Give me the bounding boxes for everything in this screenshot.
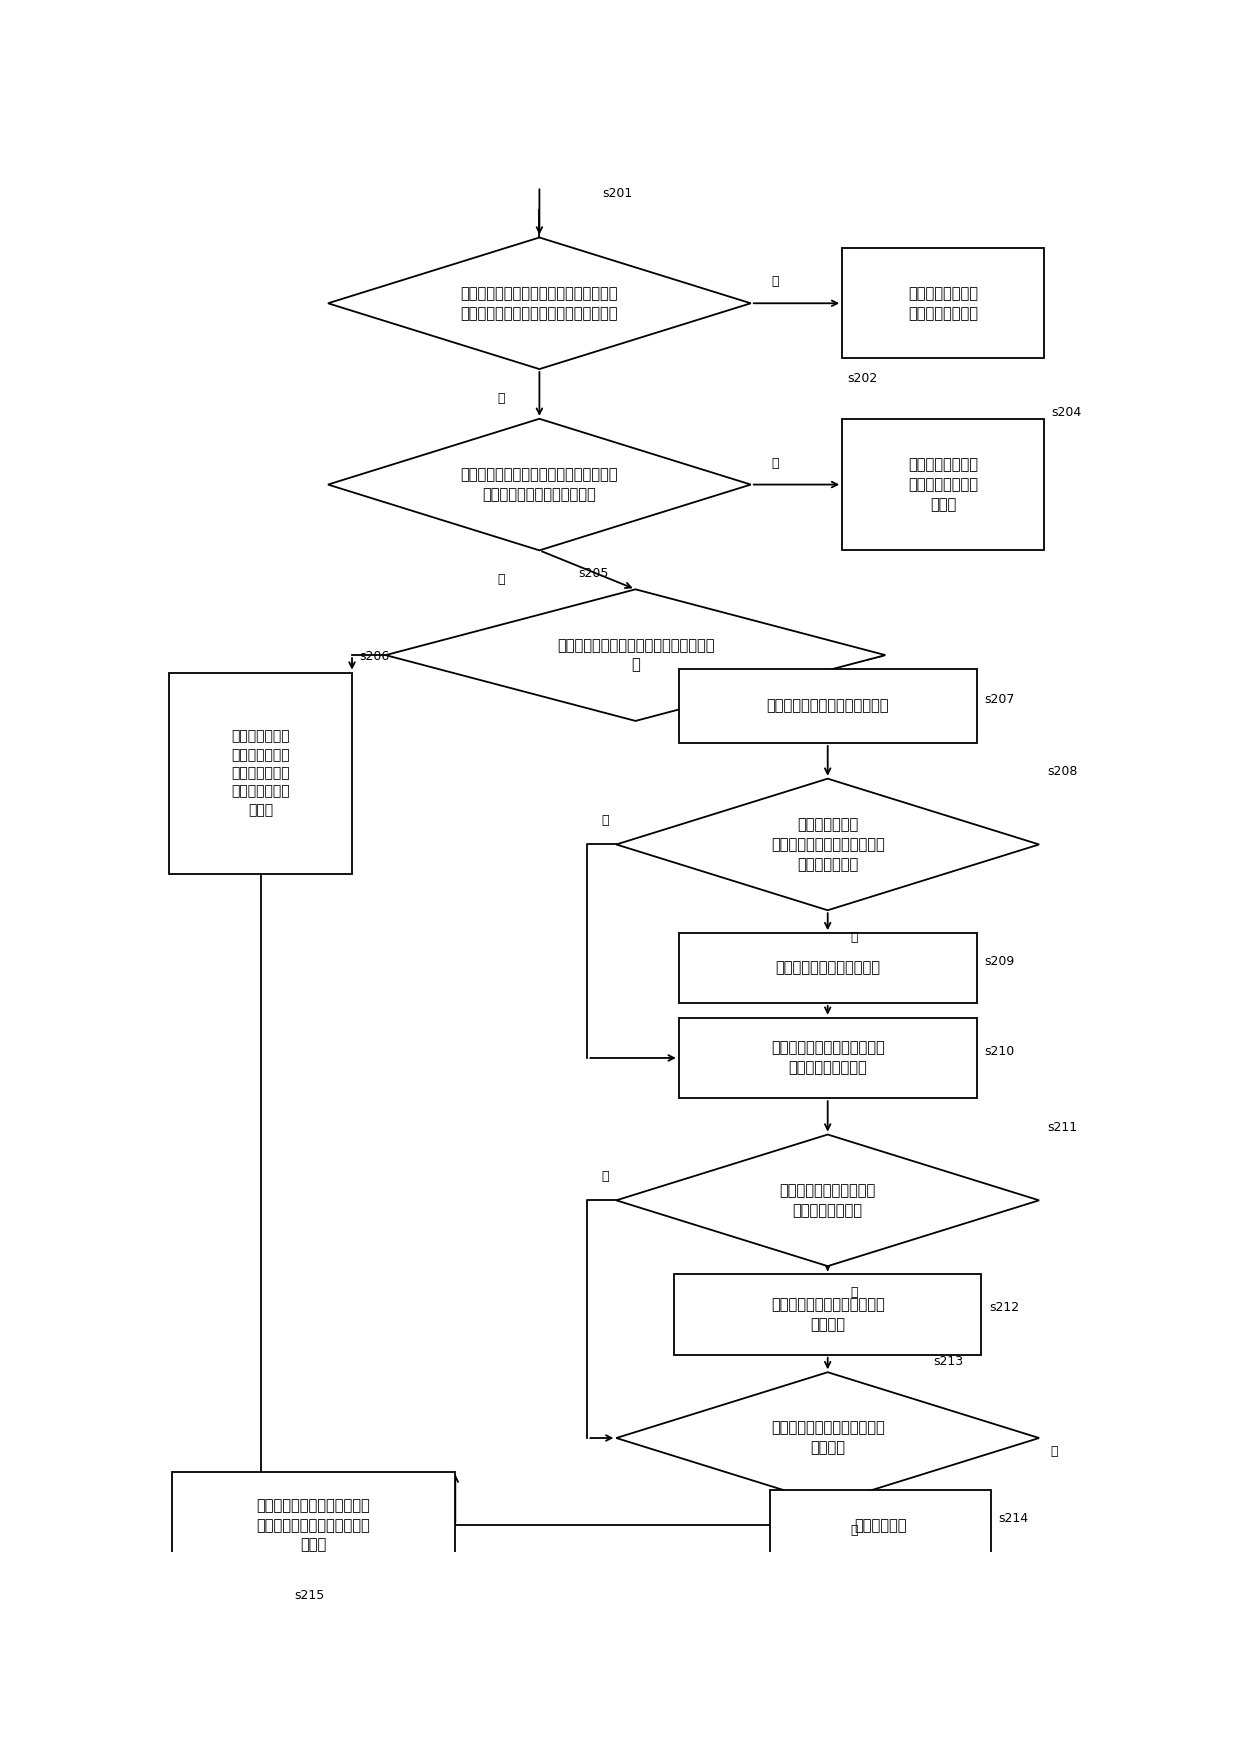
- Text: 否: 否: [601, 1170, 609, 1182]
- Text: 根据租车的时间、用电量以及
相应罚金、救援费用确定租车
的费用: 根据租车的时间、用电量以及 相应罚金、救援费用确定租车 的费用: [257, 1498, 371, 1552]
- Text: 检测当前归还车辆是否产生过
救援费用: 检测当前归还车辆是否产生过 救援费用: [771, 1298, 884, 1332]
- Text: 否: 否: [497, 392, 505, 405]
- Text: 检测当前归还车辆是否产生过
救援费用: 检测当前归还车辆是否产生过 救援费用: [771, 1421, 884, 1456]
- Bar: [770, 1491, 991, 1561]
- Bar: [170, 673, 352, 874]
- Bar: [842, 248, 1044, 358]
- Text: s207: s207: [985, 692, 1014, 706]
- Text: 检测当前车辆在租车过程
中是否有违章行为: 检测当前车辆在租车过程 中是否有违章行为: [780, 1182, 875, 1217]
- Bar: [678, 933, 977, 1003]
- Text: 判断当前归还车辆时提前还车还是延迟还
车: 判断当前归还车辆时提前还车还是延迟还 车: [557, 638, 714, 673]
- Polygon shape: [386, 589, 885, 720]
- Text: s201: s201: [601, 187, 632, 199]
- Text: s205: s205: [578, 567, 608, 579]
- Text: s210: s210: [985, 1045, 1014, 1059]
- Bar: [678, 1018, 977, 1099]
- Text: 检测当前归还车辆是否发起过更改预约车
辆归还时间、归还地点的请求: 检测当前归还车辆是否发起过更改预约车 辆归还时间、归还地点的请求: [460, 467, 619, 502]
- Text: 是: 是: [851, 1287, 858, 1299]
- Polygon shape: [616, 1373, 1039, 1503]
- Polygon shape: [616, 1135, 1039, 1266]
- Text: s202: s202: [847, 371, 877, 385]
- Text: 根据剩余电量确定第一罚金: 根据剩余电量确定第一罚金: [775, 961, 880, 975]
- Text: s212: s212: [990, 1301, 1019, 1315]
- Polygon shape: [327, 237, 751, 370]
- Bar: [172, 1472, 455, 1578]
- Text: 获取还车时当前车辆的剩余电量: 获取还车时当前车辆的剩余电量: [766, 699, 889, 713]
- Text: s204: s204: [1052, 406, 1081, 419]
- Text: 是: 是: [771, 276, 779, 288]
- Text: 检测当前归还车辆的归还时间、归还地点
是否与预约的归还时间、归还地点相一致: 检测当前归还车辆的归还时间、归还地点 是否与预约的归还时间、归还地点相一致: [460, 286, 619, 321]
- Polygon shape: [327, 419, 751, 551]
- Text: 是: 是: [851, 1524, 858, 1536]
- Text: 否: 否: [601, 814, 609, 827]
- Text: 根据所述获取的
剩余电量判断当前车辆是否到
达亏电的极限值: 根据所述获取的 剩余电量判断当前车辆是否到 达亏电的极限值: [771, 818, 884, 872]
- Text: 获取当前还车时
间与预约时间的
差值，并根据所
述差值确定相应
的罚金: 获取当前还车时 间与预约时间的 差值，并根据所 述差值确定相应 的罚金: [232, 729, 290, 818]
- Text: 是: 是: [851, 931, 858, 944]
- Text: 是: 是: [771, 457, 779, 469]
- Text: 否: 否: [497, 574, 505, 586]
- Text: s208: s208: [1047, 766, 1078, 778]
- Text: 根据延迟还车时间与预约还车
的差值确定第二罚金: 根据延迟还车时间与预约还车 的差值确定第二罚金: [771, 1041, 884, 1076]
- Text: s215: s215: [294, 1589, 325, 1601]
- Text: 按照预约时的计费
标准计算租车费用: 按照预约时的计费 标准计算租车费用: [908, 286, 978, 321]
- Text: s206: s206: [360, 651, 389, 663]
- Bar: [842, 419, 1044, 551]
- Text: 否: 否: [1050, 1446, 1058, 1458]
- Bar: [678, 670, 977, 743]
- Text: s211: s211: [1047, 1121, 1076, 1134]
- Text: 按照更改预约时的
计费标标准确定租
车费用: 按照更改预约时的 计费标标准确定租 车费用: [908, 457, 978, 513]
- Text: s214: s214: [998, 1512, 1029, 1524]
- Polygon shape: [616, 778, 1039, 910]
- Text: 获取救援费用: 获取救援费用: [854, 1517, 906, 1533]
- Text: s209: s209: [985, 954, 1014, 968]
- Text: s213: s213: [934, 1355, 963, 1367]
- Bar: [675, 1275, 981, 1355]
